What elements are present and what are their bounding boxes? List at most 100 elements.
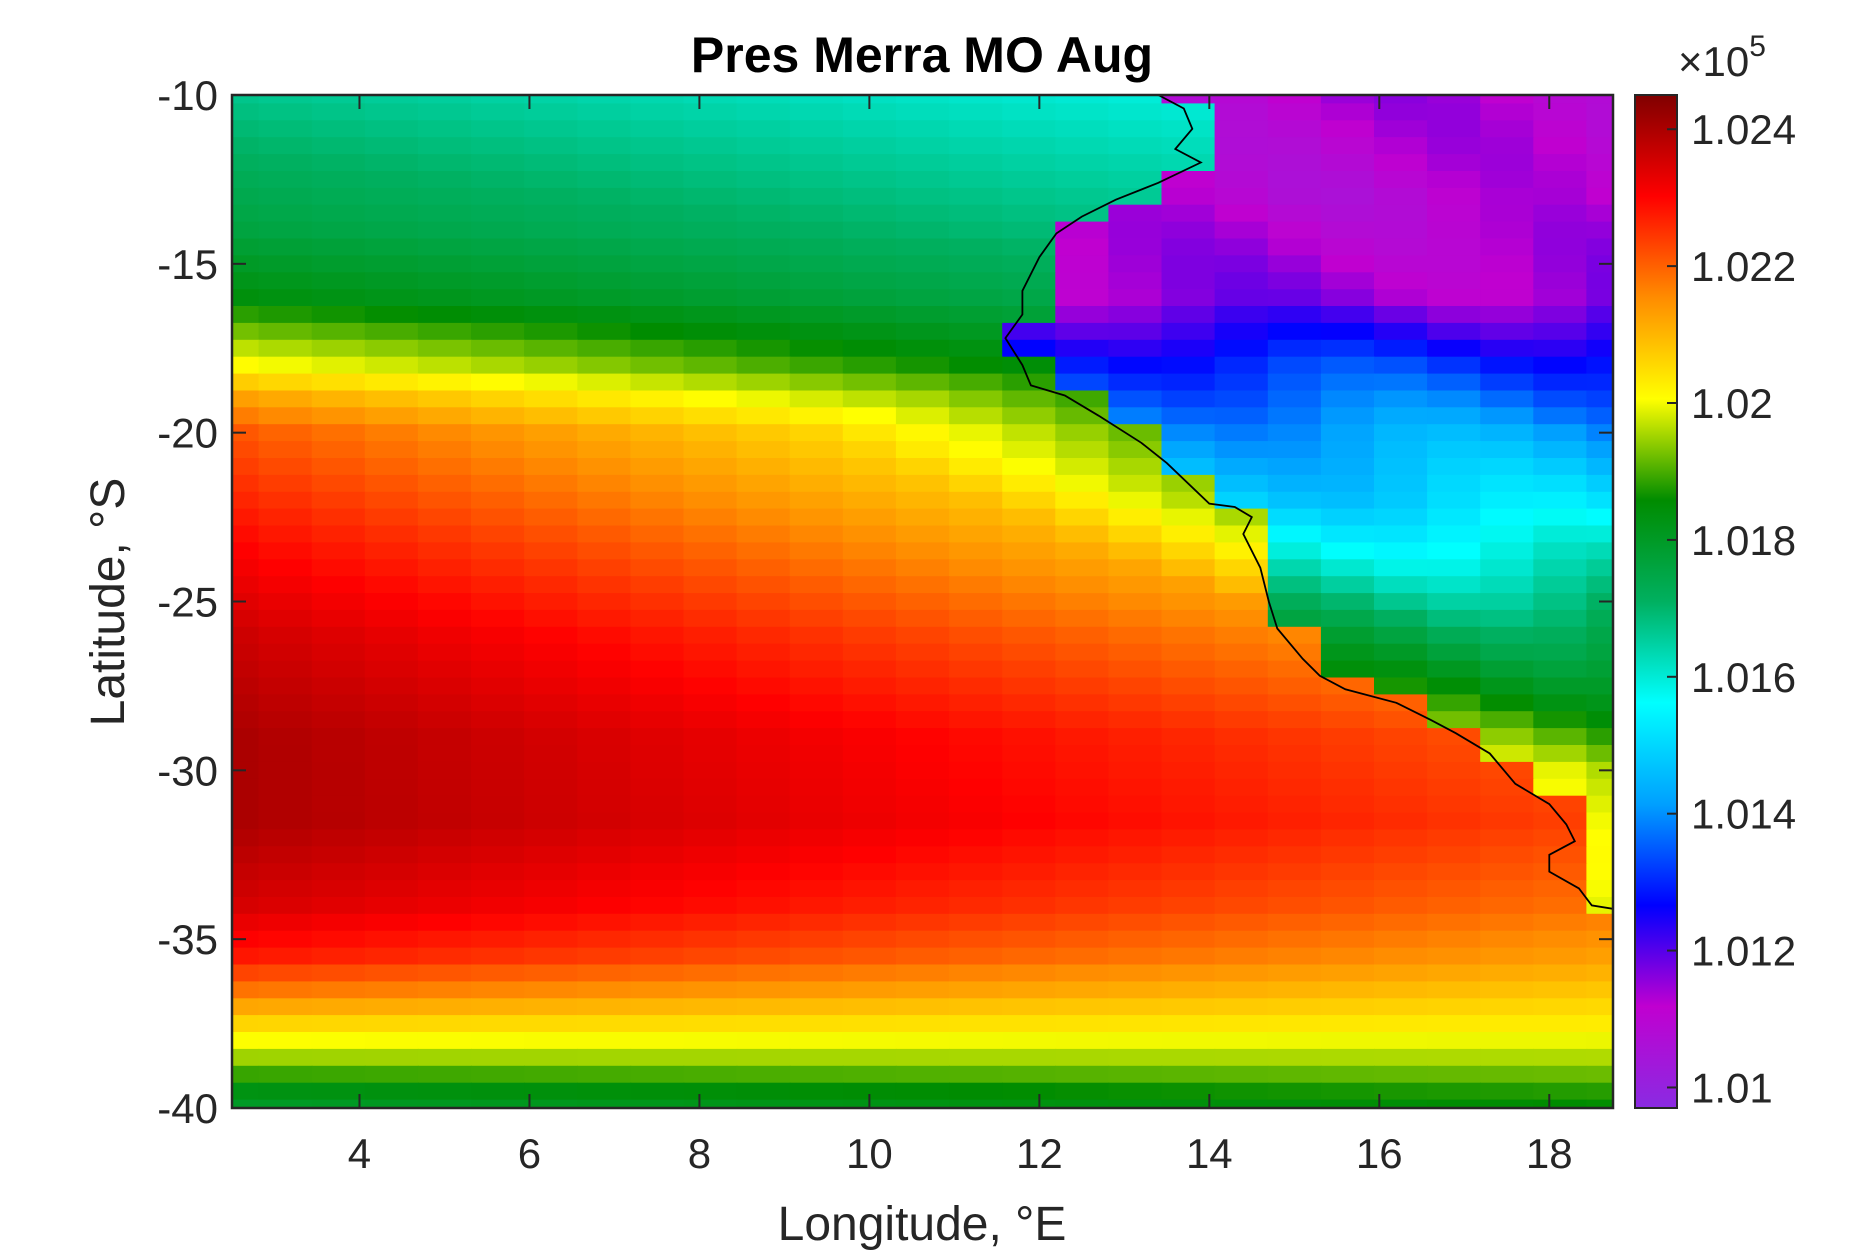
heatmap-cell [1374, 103, 1428, 122]
heatmap-cell [1320, 593, 1375, 611]
heatmap-cell [1320, 1015, 1375, 1033]
heatmap-cell [364, 593, 419, 611]
heatmap-cell [842, 356, 897, 375]
heatmap-cell [471, 761, 525, 780]
heatmap-cell [1055, 677, 1110, 696]
heatmap-cell [417, 863, 472, 881]
heatmap-cell [1161, 238, 1216, 257]
heatmap-cell [1214, 1048, 1269, 1067]
heatmap-cell [1427, 880, 1481, 898]
heatmap-cell [630, 1082, 685, 1101]
heatmap-cell [949, 778, 1003, 797]
heatmap-cell [258, 390, 313, 409]
heatmap-cell [1161, 745, 1216, 763]
heatmap-cell [1214, 289, 1269, 307]
heatmap-cell [471, 576, 525, 594]
heatmap-cell [1055, 458, 1110, 476]
heatmap-cell [258, 1032, 313, 1050]
heatmap-cell [1108, 525, 1163, 544]
heatmap-cell [1427, 221, 1481, 240]
heatmap-cell [1108, 897, 1163, 915]
heatmap-cell [630, 609, 685, 628]
heatmap-cell [630, 761, 685, 780]
heatmap-cell [1320, 289, 1375, 307]
heatmap-cell [1002, 964, 1057, 983]
heatmap-cell [1586, 694, 1613, 713]
heatmap-cell [577, 458, 632, 476]
heatmap-cell [842, 1032, 897, 1050]
heatmap-cell [789, 407, 844, 425]
heatmap-cell [895, 306, 950, 324]
heatmap-cell [1480, 829, 1535, 848]
heatmap-cell [1214, 1032, 1269, 1050]
heatmap-cell [1374, 998, 1428, 1016]
heatmap-cell [683, 1032, 738, 1050]
heatmap-cell [1480, 593, 1535, 611]
heatmap-cell [1214, 829, 1269, 848]
heatmap-cell [1002, 1015, 1057, 1033]
heatmap-cell [1214, 474, 1269, 493]
heatmap-cell [1214, 458, 1269, 476]
heatmap-cell [1161, 137, 1216, 155]
heatmap-cell [524, 306, 578, 324]
heatmap-cell [577, 812, 632, 831]
heatmap-cell [417, 154, 472, 172]
heatmap-cell [736, 576, 791, 594]
heatmap-cell [1480, 542, 1535, 561]
heatmap-cell [1108, 812, 1163, 831]
heatmap-cell [736, 897, 791, 915]
heatmap-cell [524, 272, 578, 290]
heatmap-cell [1002, 272, 1057, 290]
heatmap-cell [1002, 863, 1057, 881]
heatmap-cell [364, 998, 419, 1016]
heatmap-cell [1108, 491, 1163, 510]
heatmap-cell [417, 930, 472, 949]
coastline-line [1004, 95, 1613, 910]
heatmap-cell [1480, 187, 1535, 206]
heatmap-cell [1002, 778, 1057, 797]
heatmap-cell [364, 525, 419, 544]
heatmap-cell [1108, 424, 1163, 442]
heatmap-cell [1480, 474, 1535, 493]
heatmap-cell [630, 255, 685, 274]
heatmap-cell [1055, 778, 1110, 797]
heatmap-cell [1108, 255, 1163, 274]
heatmap-cell [1214, 390, 1269, 409]
heatmap-cell [1427, 272, 1481, 290]
heatmap-cell [1374, 238, 1428, 257]
heatmap-cell [1533, 255, 1588, 274]
heatmap-cell [1108, 238, 1163, 257]
heatmap-cell [895, 255, 950, 274]
heatmap-cell [364, 863, 419, 881]
heatmap-cell [1002, 829, 1057, 848]
heatmap-cell [1480, 356, 1535, 375]
heatmap-cell [524, 913, 578, 932]
heatmap-cell [524, 761, 578, 780]
heatmap-cell [1374, 846, 1428, 864]
heatmap-cell [311, 593, 366, 611]
heatmap-cell [232, 137, 260, 155]
heatmap-cell [1480, 171, 1535, 189]
heatmap-cell [1214, 998, 1269, 1016]
heatmap-cell [1480, 154, 1535, 172]
colorbar-tick-label: 1.022 [1691, 243, 1796, 290]
heatmap-cell [683, 576, 738, 594]
heatmap-cell [1161, 981, 1216, 1000]
heatmap-cell [736, 373, 791, 392]
heatmap-cell [364, 187, 419, 206]
heatmap-cell [683, 609, 738, 628]
heatmap-cell [1055, 474, 1110, 493]
heatmap-cell [258, 339, 313, 358]
heatmap-cell [1374, 728, 1428, 746]
heatmap-cell [1480, 677, 1535, 696]
y-tick-label: -10 [157, 72, 218, 119]
heatmap-cell [1161, 322, 1216, 341]
heatmap-cell [232, 272, 260, 290]
heatmap-cell [1374, 221, 1428, 240]
heatmap-cell [1267, 204, 1322, 223]
heatmap-cell [683, 626, 738, 645]
heatmap-cell [1055, 120, 1110, 138]
heatmap-cell [895, 778, 950, 797]
heatmap-cell [630, 339, 685, 358]
